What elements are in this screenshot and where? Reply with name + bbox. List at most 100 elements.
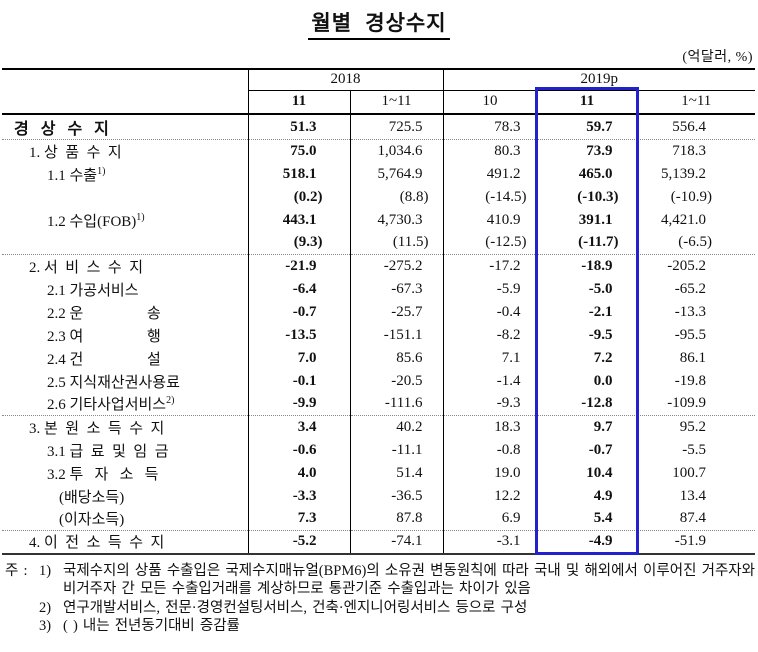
- footnote-item: 주 : 1) 국제수지의 상품 수출입은 국제수지매뉴얼(BPM6)의 소유권 변동…: [5, 562, 755, 599]
- value-cell: 4,730.3: [350, 208, 444, 232]
- value-cell: 9.7: [537, 415, 638, 439]
- value-cell: 5,139.2: [661, 165, 707, 182]
- row-label: (배당소득): [2, 484, 249, 508]
- value-cell: 59.7: [537, 114, 638, 140]
- value-cell: 6.9: [443, 507, 538, 531]
- value-cell: -8.2: [443, 323, 538, 347]
- footnote-text: 연구개발서비스, 전문·경영컨설팅서비스, 건축·엔지니어링서비스 등으로 구성: [63, 599, 528, 616]
- value-cell: -74.1: [350, 530, 444, 555]
- table-row: 1. 상 품 수 지 75.0 1,034.6 80.3 73.9 718.3: [2, 139, 756, 163]
- table-row: 2.3 여 행 -13.5 -151.1 -8.2 -9.5 -95.5: [2, 323, 755, 347]
- table-row: 경 상 수 지 51.3 725.5 78.3 59.7 556.4: [2, 114, 755, 140]
- value-cell: 10.4: [537, 461, 638, 485]
- value-cell: 391.1: [537, 208, 638, 232]
- footnote-item: 3) ( ) 내는 전년동기대비 증감률: [5, 617, 755, 636]
- value-cell: (-6.5): [678, 234, 713, 251]
- footnote-prefix: [5, 617, 39, 636]
- value-cell: -1.4: [443, 369, 538, 393]
- unit-label: (억달러, %): [682, 50, 753, 65]
- row-label: 2.1 가공서비스: [2, 277, 249, 301]
- value-cell: 7.1: [443, 346, 538, 370]
- footnote-marker: 2): [166, 395, 175, 407]
- value-cell: -19.8: [674, 372, 707, 389]
- value-cell: -95.5: [674, 326, 707, 343]
- col-header-2019p-11: 11: [537, 90, 638, 115]
- table-row: 1.2 수입(FOB)1) 443.1 4,730.3 410.9 391.1 4,421…: [2, 208, 755, 232]
- col-header-2019p-10: 10: [443, 90, 538, 115]
- value-cell: -17.2: [443, 254, 538, 278]
- row-label: 3.2 투 자 소 득: [2, 461, 249, 485]
- row-label: 2.2 운 송: [2, 300, 249, 324]
- table-row: 1.1 수출1) 518.1 5,764.9 491.2 465.0 5,139.2: [2, 162, 755, 186]
- value-cell: -9.3: [443, 392, 538, 416]
- row-label: 1.1 수출1): [2, 162, 249, 186]
- unit-row: (억달러, %): [0, 46, 758, 65]
- col-header-2019p-1to11: 1~11: [637, 90, 756, 115]
- footnote-prefix: [5, 599, 39, 618]
- value-cell: 4.9: [537, 484, 638, 508]
- label-column-header: [2, 68, 249, 115]
- footnote-number: 1): [39, 562, 52, 579]
- table-row: 2. 서 비 스 수 지 -21.9 -275.2 -17.2 -18.9 -205.2: [2, 254, 756, 278]
- row-label: 2.6 기타사업서비스2): [2, 392, 249, 416]
- value-cell: -6.4: [248, 277, 351, 301]
- row-label: 4. 이 전 소 득 수 지: [2, 530, 249, 555]
- footnote-marker: 1): [136, 211, 145, 223]
- row-label: 1.2 수입(FOB)1): [2, 208, 249, 232]
- page: 월별 경상수지 (억달러, %) 2018 2019p 11 1~11 10 1: [0, 7, 758, 652]
- value-cell: -12.8: [537, 392, 638, 416]
- value-cell: 95.2: [637, 415, 756, 439]
- value-cell: 518.1: [248, 162, 351, 186]
- value-cell: 75.0: [248, 139, 351, 163]
- year-2018-header: 2018: [248, 68, 444, 91]
- value-cell: 85.6: [350, 346, 444, 370]
- value-cell: 443.1: [248, 208, 351, 232]
- row-label: 2.3 여 행: [2, 323, 249, 347]
- table-row: (9.3) (11.5) (-12.5) (-11.7) (-6.5): [2, 231, 755, 255]
- value-cell: 7.0: [248, 346, 351, 370]
- value-cell: 7.2: [537, 346, 638, 370]
- footnotes: 주 : 1) 국제수지의 상품 수출입은 국제수지매뉴얼(BPM6)의 소유권 변동…: [5, 562, 755, 636]
- table-wrap: 2018 2019p 11 1~11 10 11 1~11 경 상 수 지 51.…: [2, 68, 756, 555]
- value-cell: -111.6: [350, 392, 444, 416]
- value-cell: 7.3: [248, 507, 351, 531]
- row-label: 2.5 지식재산권사용료: [2, 369, 249, 393]
- row-label: 2. 서 비 스 수 지: [2, 254, 249, 278]
- col-header-2018-11: 11: [248, 90, 351, 115]
- value-cell: 19.0: [443, 461, 538, 485]
- table-row: (이자소득) 7.3 87.8 6.9 5.4 87.4: [2, 507, 755, 531]
- value-cell: 78.3: [443, 114, 538, 140]
- footnote-text: ( ) 내는 전년동기대비 증감률: [63, 618, 240, 634]
- table-row: 3.2 투 자 소 득 4.0 51.4 19.0 10.4 100.7: [2, 461, 755, 485]
- row-label: 경 상 수 지: [2, 114, 249, 140]
- table-row: 3.1 급 료 및 임 금 -0.6 -11.1 -0.8 -0.7 -5.5: [2, 438, 755, 462]
- value-cell: -151.1: [350, 323, 444, 347]
- row-label: [2, 185, 249, 209]
- value-cell: -65.2: [674, 280, 707, 297]
- value-cell: 18.3: [443, 415, 538, 439]
- row-label: (이자소득): [2, 507, 249, 531]
- footnote-marker: 1): [97, 165, 106, 177]
- value-cell: -11.1: [350, 438, 444, 462]
- value-cell: -5.0: [537, 277, 638, 301]
- value-cell: -36.5: [350, 484, 444, 508]
- value-cell: -2.1: [537, 300, 638, 324]
- row-label: [2, 231, 249, 255]
- row-label: 3. 본 원 소 득 수 지: [2, 415, 249, 439]
- value-cell: -9.5: [537, 323, 638, 347]
- table-row: (0.2) (8.8) (-14.5) (-10.3) (-10.9): [2, 185, 755, 209]
- value-cell: -0.4: [443, 300, 538, 324]
- title-wrap: 월별 경상수지: [0, 7, 758, 40]
- table-row: (배당소득) -3.3 -36.5 12.2 4.9 13.4: [2, 484, 755, 508]
- value-cell: (-14.5): [443, 185, 538, 209]
- footnote-number: 3): [39, 618, 52, 634]
- value-cell: -0.7: [248, 300, 351, 324]
- row-label: 3.1 급 료 및 임 금: [2, 438, 249, 462]
- value-cell: (-12.5): [443, 231, 538, 255]
- value-cell: -275.2: [350, 254, 444, 278]
- value-cell: -18.9: [537, 254, 638, 278]
- value-cell: 73.9: [537, 139, 638, 163]
- value-cell: 51.3: [248, 114, 351, 140]
- value-cell: 465.0: [537, 162, 638, 186]
- row-label: 1. 상 품 수 지: [2, 139, 249, 163]
